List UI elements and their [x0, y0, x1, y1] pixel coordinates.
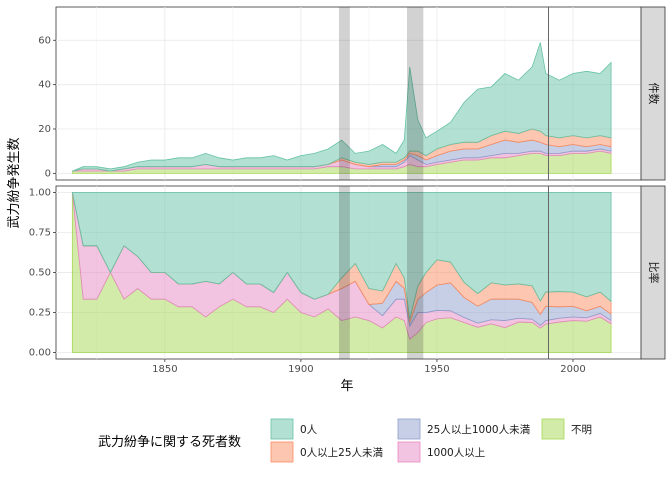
bottom-area-series: [71, 192, 612, 353]
legend-keys: 0人 0人以上25人未満 25人以上1000人未満 1000人以上 不明: [270, 418, 592, 463]
legend-title: 武力紛争に関する死者数: [98, 435, 241, 450]
top-war-band-1: [407, 7, 424, 180]
x-axis-title: 年: [340, 379, 353, 394]
top-y-tick-label: 0: [45, 168, 51, 179]
x-tick-label: 1900: [288, 364, 313, 375]
legend-key-0: [270, 418, 294, 440]
top-area-0: [72, 42, 612, 172]
bottom-strip: [640, 185, 666, 360]
bottom-y-tick-label: 0.25: [29, 308, 51, 319]
bottom-panel: 0.00 0.25 0.50 0.75 1.00 比率: [29, 185, 666, 360]
top-strip-label: 件数: [647, 83, 660, 105]
y-axis-title: 武力紛争発生数: [7, 137, 22, 228]
top-y-tick-label: 60: [38, 35, 51, 46]
x-tick-label: 2000: [560, 364, 585, 375]
top-y-tick-label: 40: [38, 80, 51, 91]
x-tick-label: 1950: [424, 364, 449, 375]
legend-label-3: 1000人以上: [427, 447, 485, 459]
top-y-tick-label: 20: [38, 124, 51, 135]
legend-key-4: [541, 418, 565, 440]
legend-label-0: 0人: [300, 424, 318, 436]
legend-label-1: 0人以上25人未満: [300, 447, 384, 459]
top-y-ticks: 0 20 40 60: [38, 35, 56, 179]
top-overlays: [338, 7, 549, 180]
bottom-war-band-1: [407, 186, 424, 359]
legend-key-3: [397, 441, 421, 463]
legend: 武力紛争に関する死者数 0人 0人以上25人未満 25人以上1000人未満 1000人…: [98, 418, 592, 463]
bottom-y-tick-label: 0.50: [29, 268, 51, 279]
x-tick-label: 1850: [152, 364, 177, 375]
bottom-y-ticks: 0.00 0.25 0.50 0.75 1.00: [29, 187, 56, 359]
top-strip: [640, 6, 666, 181]
top-war-band-0: [338, 7, 350, 180]
legend-label-2: 25人以上1000人未満: [427, 424, 531, 436]
bottom-overlays: [338, 186, 549, 359]
bottom-strip-label: 比率: [647, 262, 661, 284]
bottom-area-0: [71, 192, 612, 320]
bottom-y-tick-label: 0.00: [29, 348, 51, 359]
top-area-series: [71, 42, 612, 174]
bottom-y-tick-label: 0.75: [29, 227, 51, 238]
legend-key-1: [270, 441, 294, 463]
legend-label-4: 不明: [571, 424, 592, 436]
legend-key-2: [397, 418, 421, 440]
top-panel: 0 20 40 60 件数: [38, 6, 666, 181]
x-ticks: 1850 1900 1950 2000: [152, 359, 586, 375]
bottom-war-band-0: [338, 186, 350, 359]
bottom-y-tick-label: 1.00: [29, 187, 51, 198]
